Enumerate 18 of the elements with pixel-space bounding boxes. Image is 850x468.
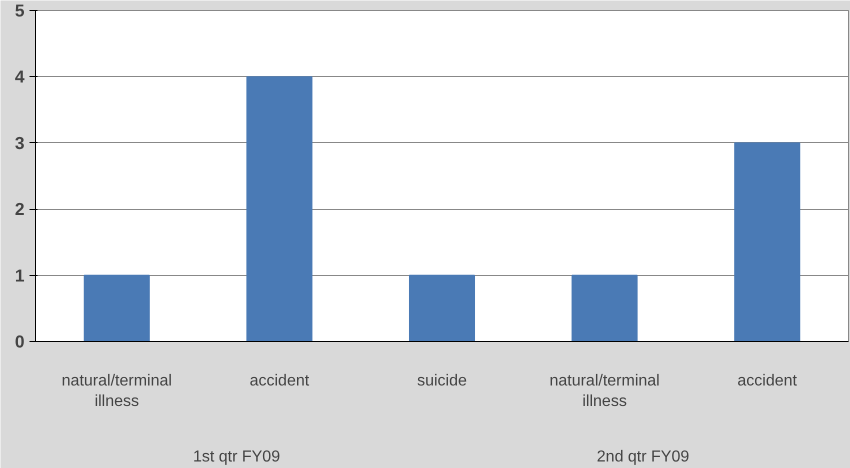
y-tick-label: 1 (14, 265, 25, 286)
y-tick-label: 0 (14, 332, 25, 352)
x-tick-label: accident (737, 372, 798, 390)
text: 1st qtr FY09 (192, 448, 280, 466)
x-tick-label: accident (250, 372, 310, 390)
x-tick-label: natural/terminal illness (62, 372, 172, 410)
bar (246, 76, 312, 342)
y-tick-label: 3 (14, 132, 25, 153)
y-tick-label: 2 (14, 199, 25, 220)
bar (734, 142, 800, 342)
y-tick-label: 5 (14, 0, 25, 20)
y-tick-label: 4 (14, 66, 25, 87)
x-tick-label: suicide (417, 372, 468, 390)
bar (572, 274, 638, 342)
bar (408, 274, 476, 342)
text: 2nd qtr FY09 (596, 448, 690, 466)
x-tick-label: natural/terminal illness (549, 372, 660, 410)
bar (84, 274, 150, 342)
